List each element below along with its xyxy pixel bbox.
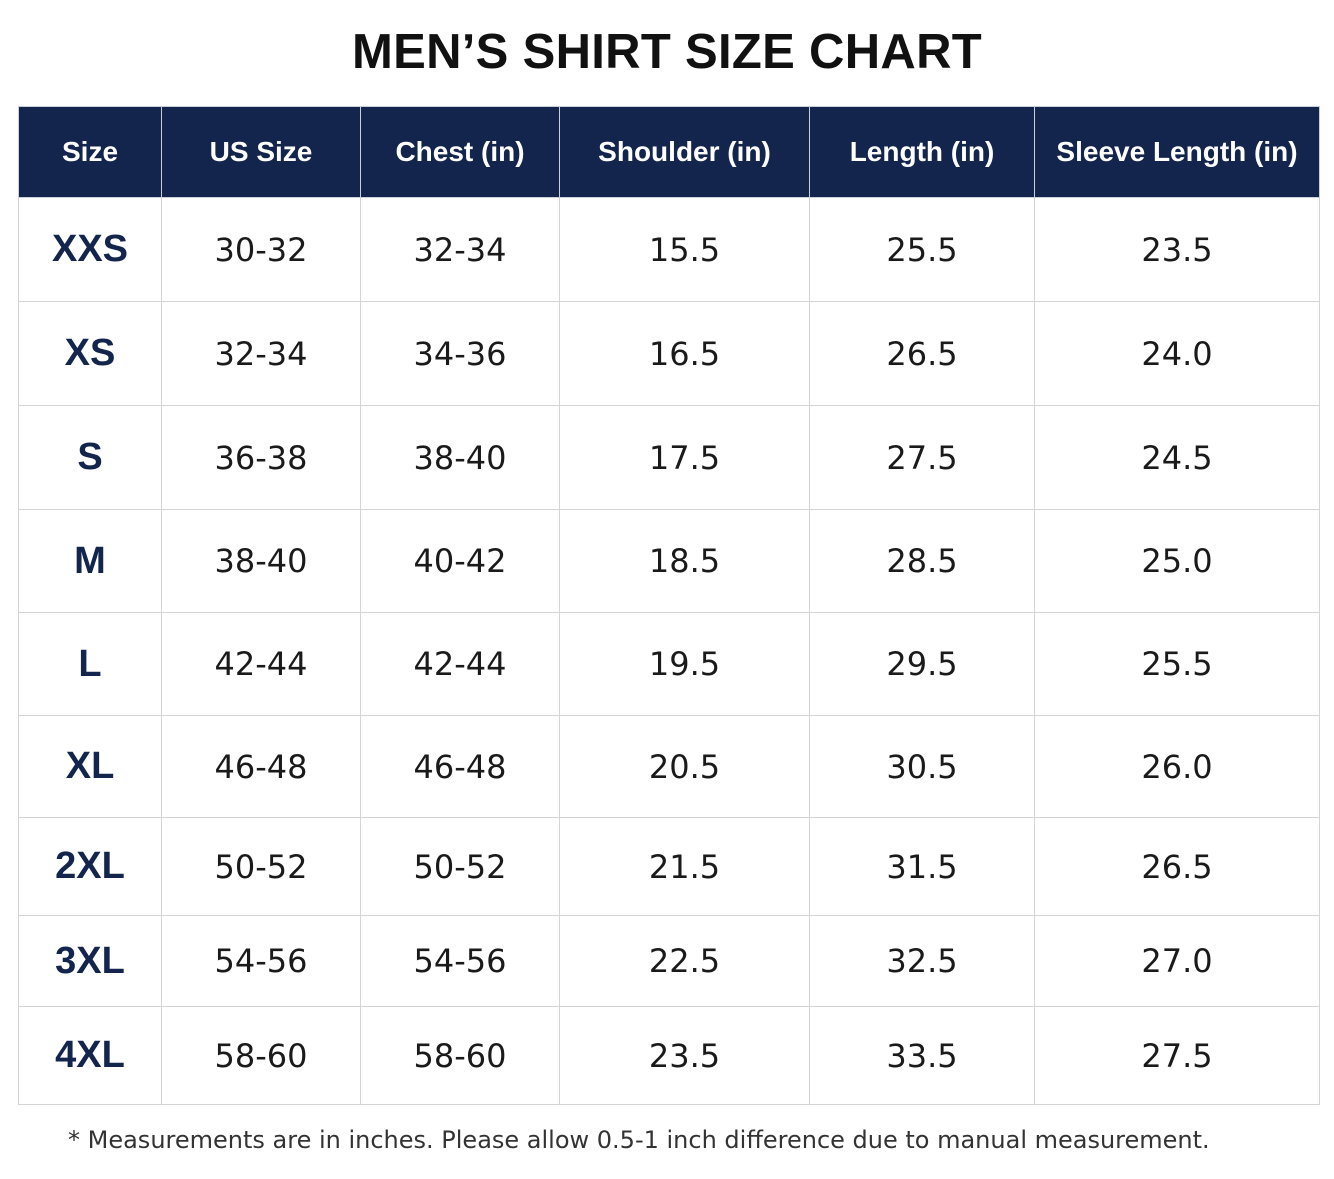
shoulder-cell: 23.5 — [559, 1006, 810, 1105]
sleeve-length-cell: 27.0 — [1034, 915, 1320, 1007]
us-size-cell: 42-44 — [161, 612, 361, 716]
column-header-us-size: US Size — [161, 106, 361, 198]
size-cell: XXS — [18, 197, 162, 302]
chest-cell: 32-34 — [360, 197, 560, 302]
table-row: 3XL 54-56 54-56 22.5 32.5 27.0 — [18, 915, 1320, 1007]
us-size-cell: 38-40 — [161, 509, 361, 613]
chest-cell: 54-56 — [360, 915, 560, 1007]
sleeve-length-cell: 24.5 — [1034, 405, 1320, 510]
sleeve-length-cell: 25.0 — [1034, 509, 1320, 613]
size-cell: S — [18, 405, 162, 510]
shoulder-cell: 16.5 — [559, 301, 810, 406]
column-header-length: Length (in) — [809, 106, 1035, 198]
chest-cell: 58-60 — [360, 1006, 560, 1105]
length-cell: 31.5 — [809, 817, 1035, 916]
chest-cell: 50-52 — [360, 817, 560, 916]
length-cell: 27.5 — [809, 405, 1035, 510]
length-cell: 32.5 — [809, 915, 1035, 1007]
chest-cell: 34-36 — [360, 301, 560, 406]
length-cell: 28.5 — [809, 509, 1035, 613]
length-cell: 25.5 — [809, 197, 1035, 302]
shoulder-cell: 21.5 — [559, 817, 810, 916]
table-header-row: Size US Size Chest (in) Shoulder (in) Le… — [18, 106, 1320, 198]
shoulder-cell: 15.5 — [559, 197, 810, 302]
column-header-shoulder: Shoulder (in) — [559, 106, 810, 198]
column-header-size: Size — [18, 106, 162, 198]
sleeve-length-cell: 24.0 — [1034, 301, 1320, 406]
table-row: S 36-38 38-40 17.5 27.5 24.5 — [18, 405, 1320, 510]
shoulder-cell: 17.5 — [559, 405, 810, 510]
chest-cell: 46-48 — [360, 715, 560, 818]
us-size-cell: 54-56 — [161, 915, 361, 1007]
shoulder-cell: 22.5 — [559, 915, 810, 1007]
length-cell: 29.5 — [809, 612, 1035, 716]
shoulder-cell: 19.5 — [559, 612, 810, 716]
size-cell: M — [18, 509, 162, 613]
us-size-cell: 58-60 — [161, 1006, 361, 1105]
sleeve-length-cell: 27.5 — [1034, 1006, 1320, 1105]
shoulder-cell: 20.5 — [559, 715, 810, 818]
length-cell: 30.5 — [809, 715, 1035, 818]
sleeve-length-cell: 23.5 — [1034, 197, 1320, 302]
sleeve-length-cell: 26.5 — [1034, 817, 1320, 916]
measurement-footnote: * Measurements are in inches. Please all… — [68, 1126, 1210, 1154]
table-row: XS 32-34 34-36 16.5 26.5 24.0 — [18, 301, 1320, 406]
length-cell: 33.5 — [809, 1006, 1035, 1105]
size-cell: L — [18, 612, 162, 716]
length-cell: 26.5 — [809, 301, 1035, 406]
table-row: 2XL 50-52 50-52 21.5 31.5 26.5 — [18, 817, 1320, 916]
us-size-cell: 36-38 — [161, 405, 361, 510]
table-row: XXS 30-32 32-34 15.5 25.5 23.5 — [18, 197, 1320, 302]
size-cell: XS — [18, 301, 162, 406]
size-cell: XL — [18, 715, 162, 818]
size-cell: 3XL — [18, 915, 162, 1007]
table-row: XL 46-48 46-48 20.5 30.5 26.0 — [18, 715, 1320, 818]
table-row: L 42-44 42-44 19.5 29.5 25.5 — [18, 612, 1320, 716]
chest-cell: 38-40 — [360, 405, 560, 510]
chest-cell: 42-44 — [360, 612, 560, 716]
column-header-sleeve-length: Sleeve Length (in) — [1034, 106, 1320, 198]
size-cell: 2XL — [18, 817, 162, 916]
column-header-chest: Chest (in) — [360, 106, 560, 198]
table-row: 4XL 58-60 58-60 23.5 33.5 27.5 — [18, 1006, 1320, 1105]
table-row: M 38-40 40-42 18.5 28.5 25.0 — [18, 509, 1320, 613]
size-chart-table: Size US Size Chest (in) Shoulder (in) Le… — [18, 106, 1320, 1105]
us-size-cell: 46-48 — [161, 715, 361, 818]
sleeve-length-cell: 25.5 — [1034, 612, 1320, 716]
us-size-cell: 32-34 — [161, 301, 361, 406]
page-title: MEN’S SHIRT SIZE CHART — [351, 25, 982, 79]
shoulder-cell: 18.5 — [559, 509, 810, 613]
us-size-cell: 50-52 — [161, 817, 361, 916]
chest-cell: 40-42 — [360, 509, 560, 613]
sleeve-length-cell: 26.0 — [1034, 715, 1320, 818]
us-size-cell: 30-32 — [161, 197, 361, 302]
size-cell: 4XL — [18, 1006, 162, 1105]
